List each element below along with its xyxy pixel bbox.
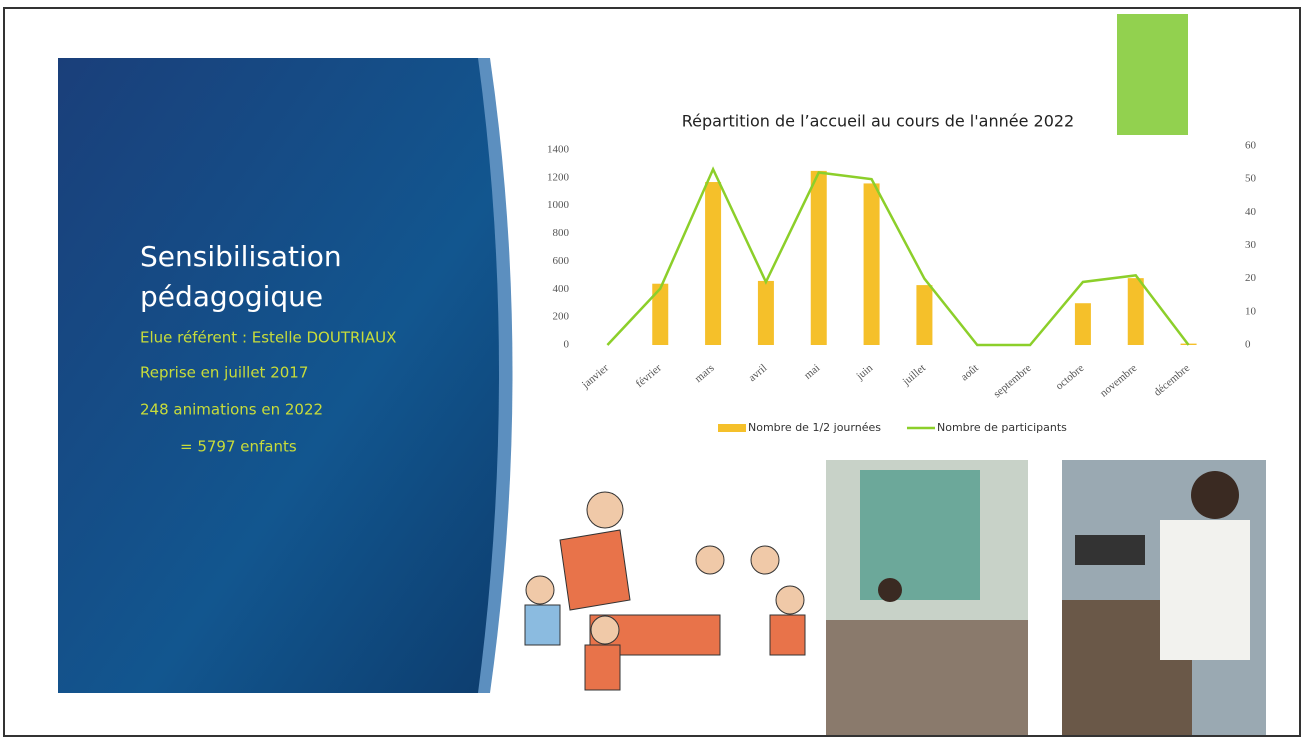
detail: = 5797 enfants [180, 438, 297, 456]
y2-tick-label: 30 [1245, 239, 1257, 251]
detail: 248 animations en 2022 [140, 401, 323, 419]
blue-panel [58, 58, 499, 693]
y2-tick-label: 50 [1245, 173, 1257, 185]
bar [1127, 278, 1144, 345]
green-accent [1117, 14, 1188, 135]
detail: Elue référent : Estelle DOUTRIAUX [140, 329, 396, 347]
bar [705, 182, 722, 345]
y-tick-label: 1200 [547, 171, 570, 183]
bar [863, 183, 880, 345]
chart-title: Répartition de l’accueil au cours de l'a… [682, 112, 1074, 131]
slide-title: Sensibilisation [140, 240, 342, 273]
bar [810, 170, 827, 345]
y2-tick-label: 10 [1245, 305, 1257, 317]
y2-tick-label: 40 [1245, 206, 1257, 218]
photo [1062, 460, 1266, 735]
y-tick-label: 0 [564, 339, 570, 351]
detail: Reprise en juillet 2017 [140, 364, 308, 382]
line [606, 166, 1190, 347]
y-tick-label: 400 [553, 283, 570, 295]
y-tick-label: 600 [553, 255, 570, 267]
legend-swatch [718, 424, 746, 432]
bar [757, 280, 774, 345]
slide-title: pédagogique [140, 280, 323, 313]
bar [1074, 303, 1091, 345]
bar [652, 283, 669, 345]
y-tick-label: 1400 [547, 144, 570, 156]
y2-tick-label: 60 [1245, 140, 1257, 152]
photo [826, 460, 1028, 735]
y-tick-label: 800 [553, 227, 570, 239]
bar [916, 285, 933, 345]
legend-label: Nombre de 1/2 journées [748, 421, 881, 434]
y2-tick-label: 0 [1245, 339, 1251, 351]
y-tick-label: 200 [553, 311, 570, 323]
legend-label: Nombre de participants [937, 421, 1067, 434]
y-tick-label: 1000 [547, 199, 570, 211]
illustration [524, 491, 806, 691]
y2-tick-label: 20 [1245, 272, 1257, 284]
